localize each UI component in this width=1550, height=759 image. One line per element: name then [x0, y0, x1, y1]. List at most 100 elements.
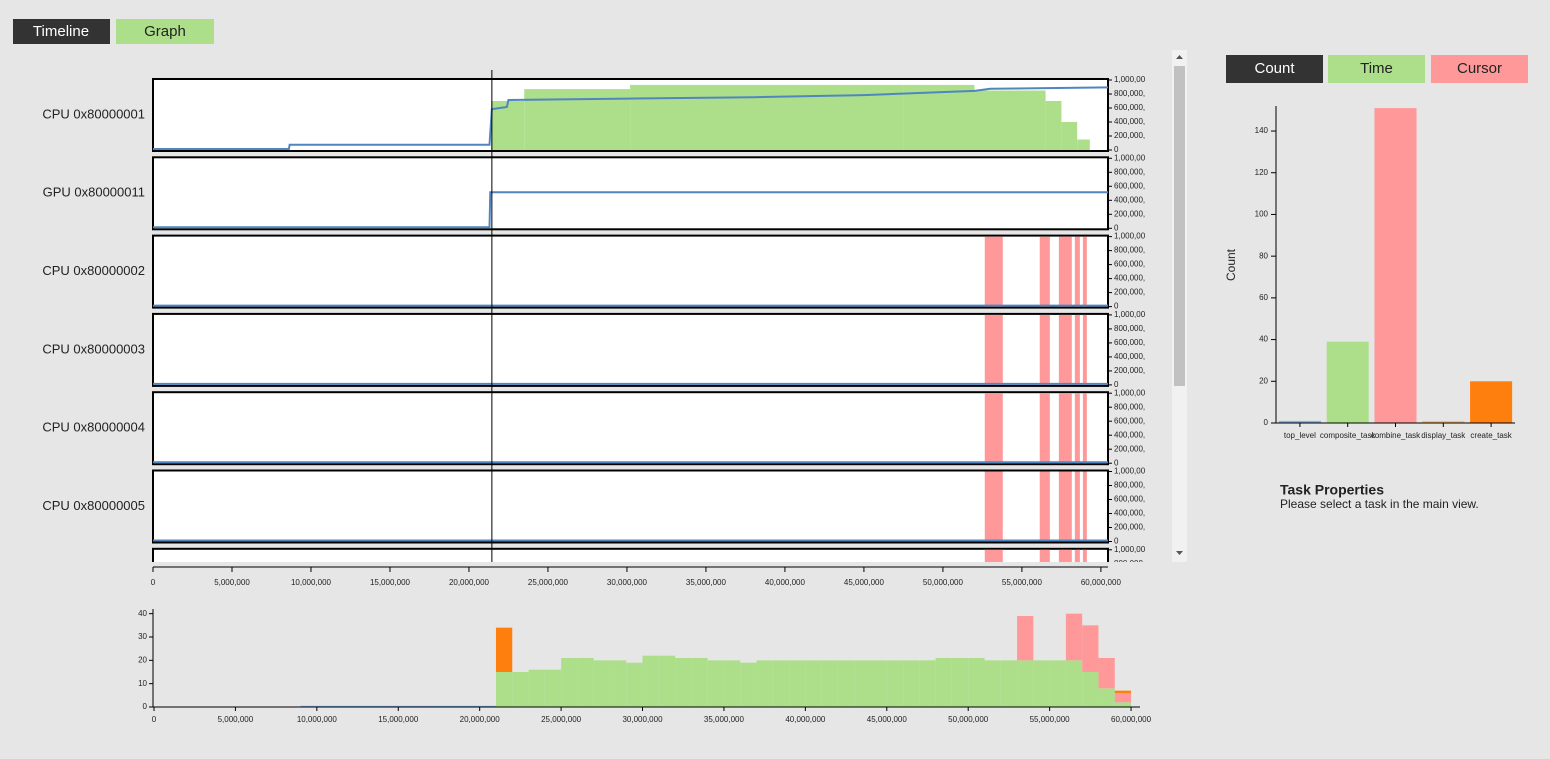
highlight-span — [1082, 314, 1087, 385]
button-bg — [1328, 55, 1425, 83]
row-tick-label: 600,000, — [1114, 338, 1145, 347]
y-tick-label: 140 — [1255, 126, 1269, 135]
highlight-span — [1082, 549, 1087, 562]
row-label: GPU 0x80000011 — [43, 185, 145, 200]
histogram-bar — [658, 655, 676, 707]
histogram-bar — [870, 660, 887, 707]
button-label: Count — [1254, 60, 1295, 77]
row-box — [152, 391, 1109, 466]
x-tick-label: 55,000,000 — [1002, 578, 1043, 587]
histogram: 0 10 20 30 40 0 5,000,000 10,000,000 15,000,000 2… — [138, 609, 1152, 724]
row-tick-label: 800,000, — [1114, 324, 1145, 333]
y-tick-label: 120 — [1255, 168, 1269, 177]
x-tick-label: 40,000,000 — [765, 578, 806, 587]
x-tick-label: 10,000,000 — [291, 578, 332, 587]
x-tick-label: create_task — [1470, 431, 1512, 440]
row-label: CPU 0x80000003 — [42, 341, 145, 356]
histogram-bar — [740, 662, 757, 707]
histogram-bar — [1017, 660, 1034, 707]
tab-label: Graph — [144, 23, 186, 40]
bar — [1374, 108, 1417, 424]
histogram-bar — [1000, 660, 1018, 707]
highlight-span — [1039, 471, 1050, 542]
histogram-bar — [414, 705, 431, 707]
histogram-bar — [675, 658, 692, 707]
histogram-bar — [479, 705, 496, 707]
x-tick-label: 15,000,000 — [370, 578, 411, 587]
histogram-bar — [919, 660, 936, 707]
x-tick-label: 40,000,000 — [785, 715, 826, 724]
histogram-bar — [495, 672, 513, 707]
x-tick-label: 60,000,000 — [1111, 715, 1152, 724]
row-tick-label: 600,000, — [1114, 416, 1145, 425]
row-box — [152, 547, 1109, 562]
busy-area — [974, 90, 1046, 150]
histogram-bar — [723, 660, 741, 707]
mode-button[interactable]: Count — [1226, 55, 1323, 83]
scroll-thumb[interactable] — [1174, 66, 1185, 386]
row-tick-label: 200,000, — [1114, 444, 1145, 453]
histogram-bar — [512, 672, 529, 707]
histogram-bar — [1082, 625, 1099, 672]
x-tick-label: 45,000,000 — [844, 578, 885, 587]
x-tick-label: 30,000,000 — [607, 578, 648, 587]
y-tick-label: 100 — [1255, 210, 1269, 219]
histogram-bar — [593, 660, 610, 707]
busy-area — [903, 84, 975, 150]
highlight-span — [1039, 393, 1050, 464]
histogram-bar — [1033, 660, 1050, 707]
timeline-rows: CPU 0x80000001 1,000,00 800,000, 600,000, 40… — [42, 70, 1146, 568]
histogram-bar — [495, 627, 513, 672]
row-tick-label: 0 — [1114, 537, 1119, 546]
row-tick-label: 600,000, — [1114, 260, 1145, 269]
x-tick-label: 50,000,000 — [948, 715, 989, 724]
histogram-bar — [430, 705, 448, 707]
x-tick-label: display_task — [1421, 431, 1466, 440]
tab-graph[interactable]: Graph — [116, 19, 214, 44]
row-tick-label: 800,000, — [1114, 559, 1145, 568]
highlight-span — [1074, 471, 1080, 542]
highlight-span — [1082, 471, 1087, 542]
row-tick-label: 1,000,00 — [1114, 310, 1146, 319]
row-tick-label: 400,000, — [1114, 430, 1145, 439]
bar — [1470, 381, 1513, 423]
highlight-span — [1082, 236, 1087, 307]
tab-timeline[interactable]: Timeline — [13, 19, 110, 44]
mode-button[interactable]: Cursor — [1431, 55, 1528, 83]
row-tick-label: 1,000,00 — [1114, 232, 1146, 241]
histogram-bar — [984, 660, 1001, 707]
x-tick-label: 25,000,000 — [541, 715, 582, 724]
x-tick-label: 35,000,000 — [686, 578, 727, 587]
x-tick-label: 0 — [152, 715, 157, 724]
mode-button[interactable]: Time — [1328, 55, 1425, 83]
scrollbar[interactable] — [1172, 50, 1187, 562]
x-tick-label: 60,000,000 — [1081, 578, 1122, 587]
histogram-bar — [756, 660, 773, 707]
count-chart: Count Time Cursor top_level composite_taskco… — [1224, 55, 1528, 440]
row-tick-label: 800,000, — [1114, 402, 1145, 411]
histogram-bar — [447, 705, 464, 707]
highlight-span — [1058, 393, 1072, 464]
x-tick-label: 5,000,000 — [214, 578, 250, 587]
row-tick-label: 200,000, — [1114, 288, 1145, 297]
histogram-bar — [805, 660, 822, 707]
row-tick-label: 400,000, — [1114, 117, 1145, 126]
histogram-bar — [854, 660, 871, 707]
row-tick-label: 600,000, — [1114, 495, 1145, 504]
histogram-bar — [1098, 688, 1115, 707]
row-tick-label: 800,000, — [1114, 246, 1145, 255]
y-tick-label: 20 — [138, 655, 147, 664]
row-label: CPU 0x80000005 — [42, 498, 145, 513]
histogram-bar — [349, 705, 366, 707]
histogram-bar — [789, 660, 806, 707]
row-tick-label: 200,000, — [1114, 131, 1145, 140]
row-tick-label: 1,000,00 — [1114, 467, 1146, 476]
row-tick-label: 1,000,00 — [1114, 388, 1146, 397]
x-tick-label: 20,000,000 — [449, 578, 490, 587]
x-tick-label: 10,000,000 — [297, 715, 338, 724]
row-label: CPU 0x80000001 — [42, 106, 145, 121]
y-tick-label: 10 — [138, 679, 147, 688]
highlight-span — [1039, 314, 1050, 385]
histogram-bar — [1114, 693, 1132, 703]
row-tick-label: 800,000, — [1114, 167, 1145, 176]
